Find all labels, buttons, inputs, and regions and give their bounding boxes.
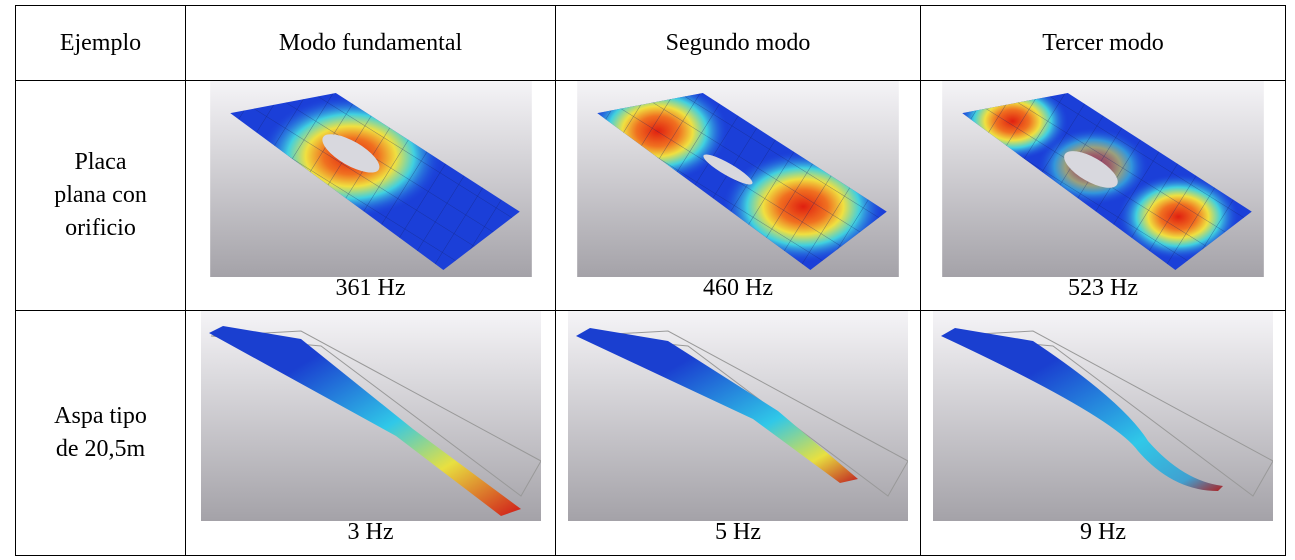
mode-image bbox=[942, 81, 1264, 277]
mode-cell: 3 Hz bbox=[186, 311, 556, 556]
example-line: Aspa tipo bbox=[16, 400, 185, 433]
mode-image bbox=[933, 311, 1273, 521]
example-line: plana con bbox=[16, 179, 185, 212]
frequency: 9 Hz bbox=[921, 517, 1285, 547]
header-cell: Segundo modo bbox=[556, 6, 921, 81]
example-line: Placa bbox=[16, 146, 185, 179]
mode-cell: 460 Hz bbox=[556, 81, 921, 311]
frequency: 361 Hz bbox=[186, 273, 555, 303]
frequency: 3 Hz bbox=[186, 517, 555, 547]
mode-cell: 5 Hz bbox=[556, 311, 921, 556]
header-cell: Tercer modo bbox=[921, 6, 1286, 81]
mode-cell: 523 Hz bbox=[921, 81, 1286, 311]
header-cell: Ejemplo bbox=[16, 6, 186, 81]
frequency: 5 Hz bbox=[556, 517, 920, 547]
row: Placa plana con orificio 361 Hz bbox=[16, 81, 1286, 311]
mode-image bbox=[210, 81, 532, 277]
example-line: de 20,5m bbox=[16, 433, 185, 466]
page: Ejemplo Modo fundamental Segundo modo Te… bbox=[0, 0, 1295, 560]
header-cell: Modo fundamental bbox=[186, 6, 556, 81]
example-line: orificio bbox=[16, 212, 185, 245]
example-cell: Aspa tipo de 20,5m bbox=[16, 311, 186, 556]
mode-image bbox=[568, 311, 908, 521]
mode-image bbox=[201, 311, 541, 521]
frequency: 523 Hz bbox=[921, 273, 1285, 303]
header-row: Ejemplo Modo fundamental Segundo modo Te… bbox=[16, 6, 1286, 81]
mode-image bbox=[577, 81, 899, 277]
row: Aspa tipo de 20,5m 3 Hz 5 Hz bbox=[16, 311, 1286, 556]
frequency: 460 Hz bbox=[556, 273, 920, 303]
example-cell: Placa plana con orificio bbox=[16, 81, 186, 311]
mode-cell: 361 Hz bbox=[186, 81, 556, 311]
modes-table: Ejemplo Modo fundamental Segundo modo Te… bbox=[15, 5, 1286, 556]
mode-cell: 9 Hz bbox=[921, 311, 1286, 556]
